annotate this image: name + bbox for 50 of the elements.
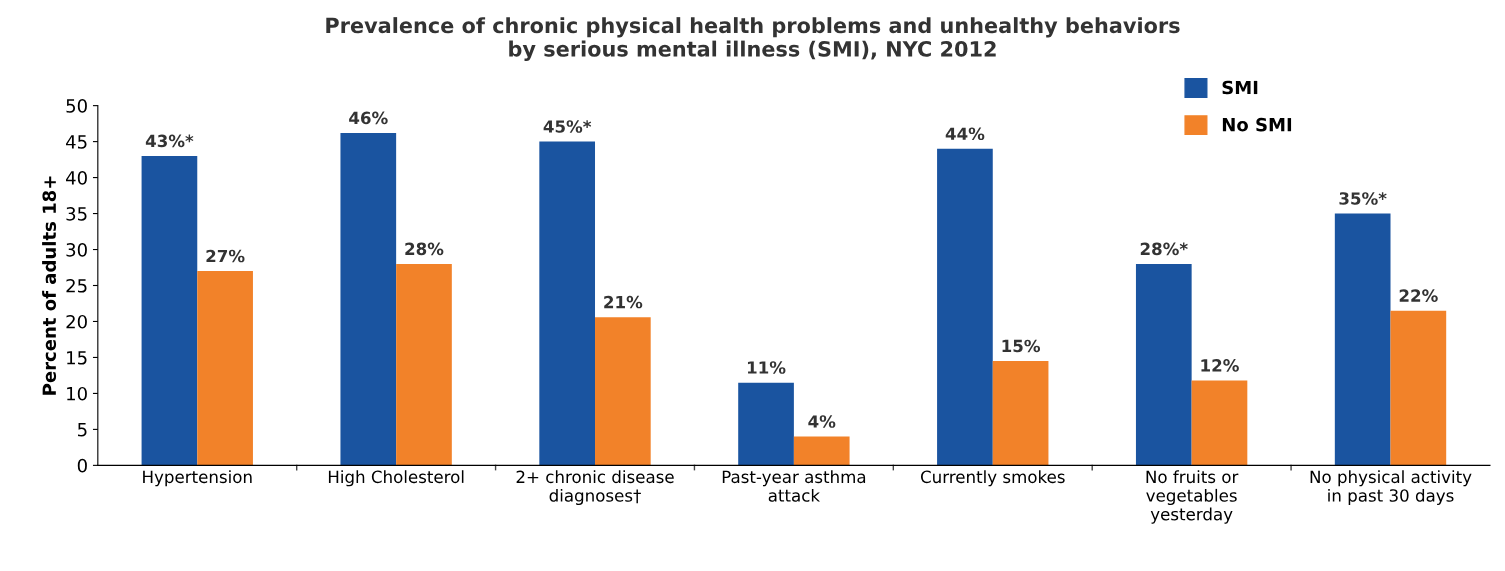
bar [197,271,253,466]
data-label: 45%* [543,120,592,133]
x-tick-label: No fruits or vegetables yesterday [1146,470,1239,524]
bar [1191,380,1248,466]
data-label: 35%* [1339,192,1387,205]
legend-label: SMI [1222,80,1258,95]
y-tick-label: 15 [67,351,87,365]
y-tick-label: 0 [77,458,87,473]
bar [937,148,993,466]
x-tick-label: High Cholesterol [328,470,464,487]
x-tick-label: No physical activity in past 30 days [1310,470,1472,506]
data-label: 27% [206,249,245,263]
bar [1390,310,1447,466]
y-tick-label: 25 [66,278,87,293]
bar [595,317,651,466]
bar [340,132,397,466]
data-label: 22% [1399,289,1438,302]
bar [141,156,198,466]
y-tick-label: 45 [66,135,87,149]
y-tick-label: 20 [66,314,87,329]
y-tick-label: 50 [66,99,87,113]
chart-title: Prevalence of chronic physical health problems and unhealthy behaviors by serious mental illness (SMI), NYC 2012 [326,17,1180,61]
y-axis-title: Percent of adults 18+ [42,176,57,395]
data-label: 28% [405,242,444,256]
data-label: 46% [349,111,388,125]
data-label: 4% [808,415,836,428]
x-tick-label: Past-year asthma attack [722,470,866,502]
x-tick-label: Hypertension [143,470,252,487]
x-tick-label: Currently smokes [920,470,1065,487]
bar [793,436,850,466]
y-tick-label: 40 [66,171,87,185]
bar [992,361,1049,466]
x-tick-label: 2+ chronic disease diagnoses† [516,470,674,506]
y-tick-label: 35 [66,207,87,221]
legend-label: No SMI [1222,117,1292,132]
bar [539,141,596,466]
bar [738,382,794,466]
y-tick-label: 30 [66,242,87,257]
bar [1334,213,1391,466]
y-tick-label: 5 [78,423,87,437]
bar [1135,263,1192,466]
data-label: 12% [1201,359,1239,372]
data-label: 28%* [1140,242,1188,256]
bar [396,263,452,466]
data-label: 44% [945,127,985,141]
data-label: 21% [604,295,643,309]
data-label: 43%* [145,134,194,148]
data-label: 11% [747,361,786,374]
y-tick-label: 10 [67,386,87,401]
data-label: 15% [1002,339,1041,353]
